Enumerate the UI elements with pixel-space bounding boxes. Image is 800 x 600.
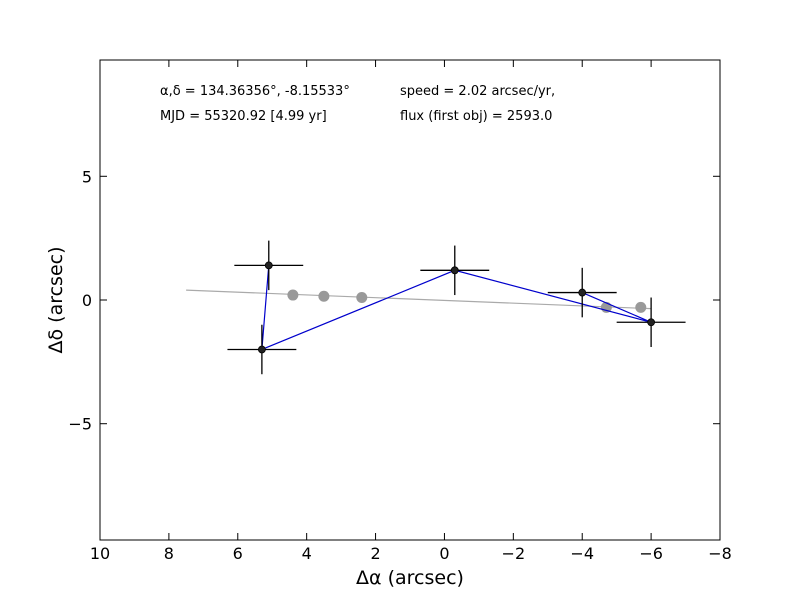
x-axis-label: Δα (arcsec) — [356, 567, 464, 589]
model-point — [318, 290, 330, 302]
axis-ticks: 10 8 6 4 2 0 −2 −4 −6 −8 5 0 −5 — [68, 60, 732, 563]
observation-point — [264, 261, 273, 270]
x-tick-label: −2 — [502, 544, 526, 563]
x-tick-label: 4 — [302, 544, 312, 563]
y-tick-label: −5 — [68, 415, 92, 434]
model-point — [356, 292, 368, 304]
y-axis-label: Δδ (arcsec) — [45, 246, 67, 353]
x-tick-label: −4 — [570, 544, 594, 563]
x-tick-label: 10 — [90, 544, 110, 563]
x-tick-label: −8 — [708, 544, 732, 563]
model-point — [287, 289, 299, 301]
x-tick-label: 6 — [233, 544, 243, 563]
x-tick-label: 8 — [164, 544, 174, 563]
y-tick-label: 5 — [82, 167, 92, 186]
observation-point — [578, 288, 587, 297]
annotation-mjd: MJD = 55320.92 [4.99 yr] — [160, 109, 327, 124]
annotation-flux: flux (first obj) = 2593.0 — [400, 109, 552, 124]
observation-point — [647, 318, 656, 327]
observation-point — [257, 345, 266, 354]
x-tick-label: −6 — [639, 544, 663, 563]
observation-point — [450, 266, 459, 275]
x-tick-label: 2 — [370, 544, 380, 563]
annotation-speed: speed = 2.02 arcsec/yr, — [400, 84, 555, 99]
fit-line — [186, 289, 652, 310]
plot-area — [186, 240, 686, 375]
x-tick-label: 0 — [439, 544, 449, 563]
y-tick-label: 0 — [82, 291, 92, 310]
model-point — [635, 301, 647, 313]
annotation-coords: α,δ = 134.36356°, -8.15533° — [160, 84, 350, 99]
